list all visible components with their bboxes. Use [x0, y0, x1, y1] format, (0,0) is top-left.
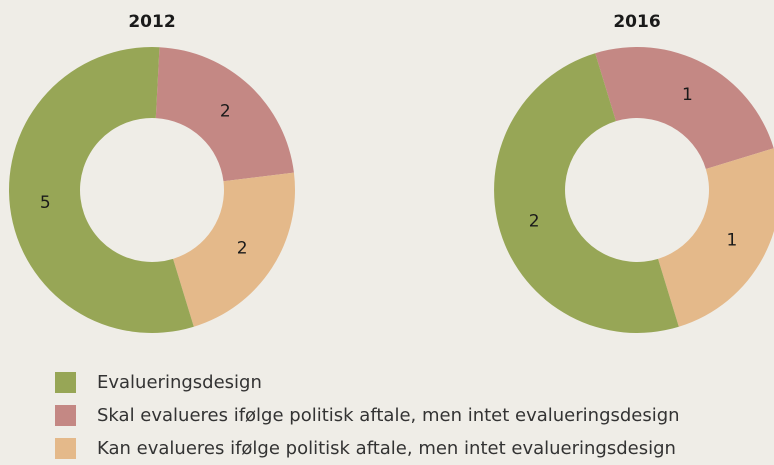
- donut-slice: [173, 172, 295, 327]
- slice-label: 2: [237, 239, 248, 259]
- donut-slice: [658, 148, 774, 327]
- slice-label: 5: [40, 193, 51, 213]
- legend-label: Kan evalueres ifølge politisk aftale, me…: [97, 438, 676, 459]
- slice-label: 2: [220, 101, 231, 121]
- donut-slice: [595, 46, 774, 169]
- legend-label: Evalueringsdesign: [97, 372, 262, 393]
- chart-title: 2012: [128, 12, 175, 32]
- legend-swatch: [55, 438, 76, 459]
- slice-label: 2: [529, 211, 540, 231]
- donut-slice: [8, 47, 194, 334]
- slice-label: 1: [682, 85, 693, 105]
- legend-swatch: [55, 405, 76, 426]
- slice-label: 1: [727, 230, 738, 250]
- legend-label: Skal evalueres ifølge politisk aftale, m…: [97, 405, 680, 426]
- donut-slice: [494, 53, 679, 333]
- chart-title: 2016: [613, 12, 660, 32]
- legend-swatch: [55, 372, 76, 393]
- donut-slice: [155, 47, 294, 182]
